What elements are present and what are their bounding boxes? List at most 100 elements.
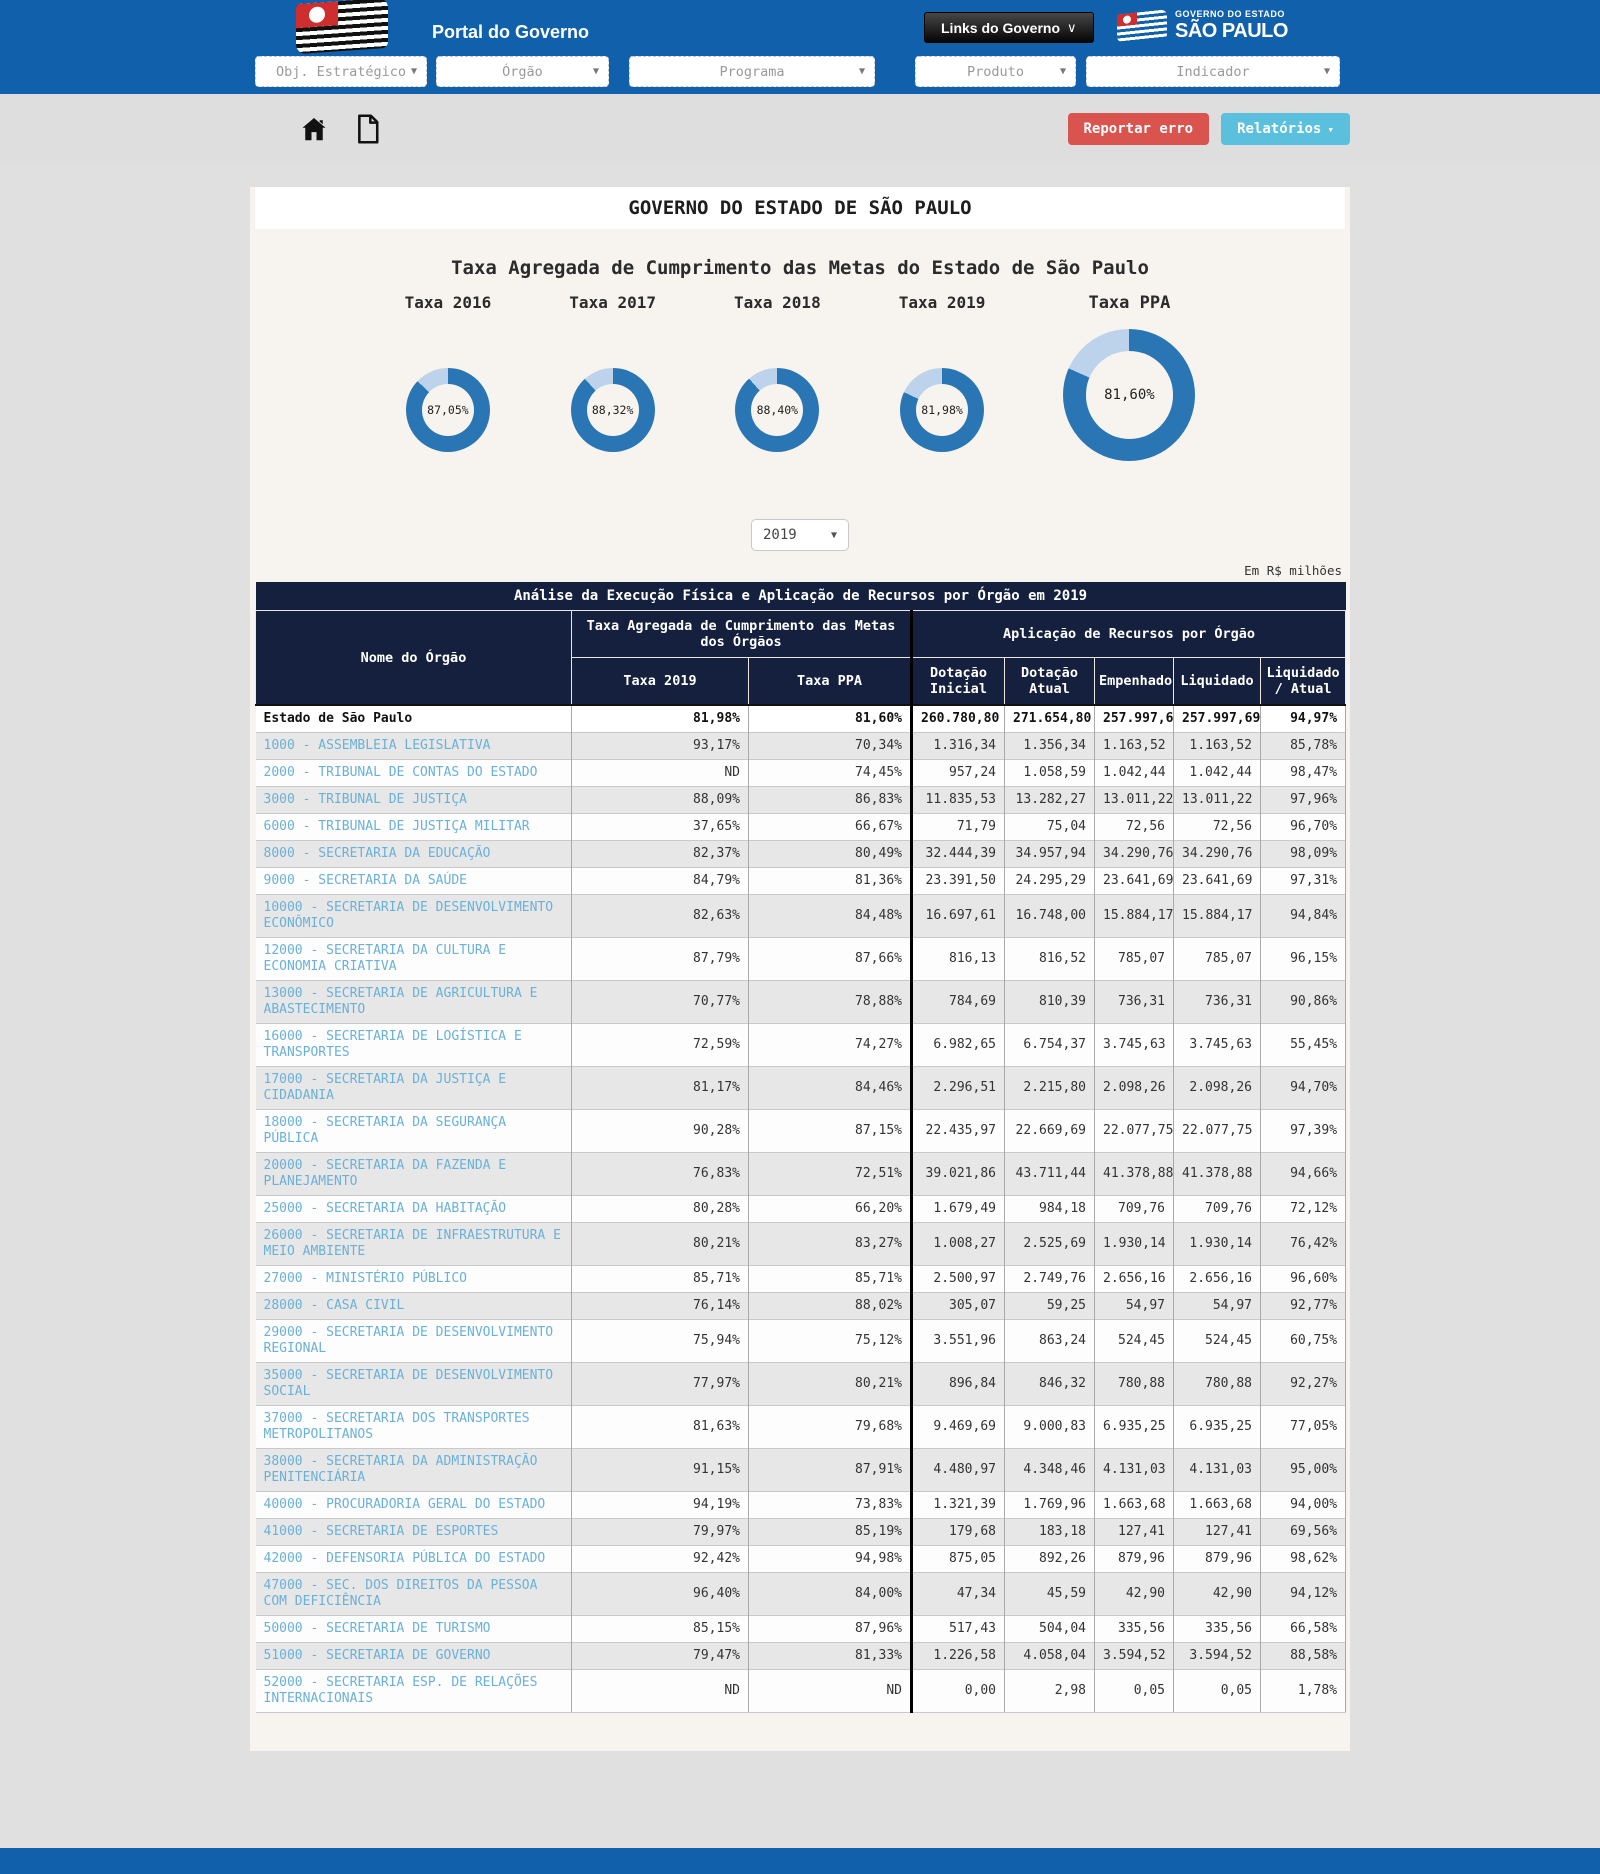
org-link[interactable]: 42000 - DEFENSORIA PÚBLICA DO ESTADO bbox=[263, 1551, 546, 1566]
org-link[interactable]: 12000 - SECRETARIA DA CULTURA E ECONOMIA… bbox=[263, 943, 507, 974]
org-link[interactable]: 38000 - SECRETARIA DA ADMINISTRAÇÃO PENI… bbox=[263, 1454, 538, 1485]
year-select[interactable]: 2019 ▼ bbox=[751, 519, 849, 551]
org-link[interactable]: 50000 - SECRETARIA DE TURISMO bbox=[263, 1621, 491, 1636]
table-row: 18000 - SECRETARIA DA SEGURANÇA PÚBLICA 9… bbox=[255, 1109, 1347, 1153]
org-link[interactable]: 52000 - SECRETARIA ESP. DE RELAÇÕES INTE… bbox=[263, 1675, 538, 1706]
dotacao-atual-cell: 984,18 bbox=[1004, 1195, 1095, 1223]
org-link[interactable]: 1000 - ASSEMBLEIA LEGISLATIVA bbox=[263, 738, 491, 753]
org-link[interactable]: 2000 - TRIBUNAL DE CONTAS DO ESTADO bbox=[263, 765, 538, 780]
org-name-cell: 9000 - SECRETARIA DA SAÚDE bbox=[255, 867, 572, 895]
empenhado-cell: 3.745,63 bbox=[1094, 1023, 1174, 1067]
org-link[interactable]: 9000 - SECRETARIA DA SAÚDE bbox=[263, 873, 468, 888]
org-link[interactable]: 17000 - SECRETARIA DA JUSTIÇA E CIDADANI… bbox=[263, 1072, 507, 1103]
links-governo-button[interactable]: Links do Governo ∨ bbox=[924, 12, 1094, 43]
dotacao-atual-cell: 34.957,94 bbox=[1004, 840, 1095, 868]
taxa-ppa-cell: 83,27% bbox=[748, 1222, 912, 1266]
filter-select-orgao[interactable]: Órgão ▼ bbox=[436, 56, 609, 87]
filter-select-programa[interactable]: Programa ▼ bbox=[629, 56, 875, 87]
org-link[interactable]: 20000 - SECRETARIA DA FAZENDA E PLANEJAM… bbox=[263, 1158, 507, 1189]
page-title: GOVERNO DO ESTADO DE SÃO PAULO bbox=[628, 197, 972, 219]
table-row: 35000 - SECRETARIA DE DESENVOLVIMENTO SO… bbox=[255, 1362, 1347, 1406]
reports-button[interactable]: Relatórios ▾ bbox=[1221, 113, 1350, 145]
taxa-ppa-cell: 74,45% bbox=[748, 759, 912, 787]
org-link[interactable]: 16000 - SECRETARIA DE LOGÍSTICA E TRANSP… bbox=[263, 1029, 522, 1060]
liquidado-atual-cell: 60,75% bbox=[1260, 1319, 1347, 1363]
filter-label: Obj. Estratégico bbox=[275, 63, 407, 80]
org-name-cell: 6000 - TRIBUNAL DE JUSTIÇA MILITAR bbox=[255, 813, 572, 841]
liquidado-cell: 3.594,52 bbox=[1173, 1642, 1261, 1670]
org-link[interactable]: 28000 - CASA CIVIL bbox=[263, 1298, 405, 1313]
empenhado-cell: 709,76 bbox=[1094, 1195, 1174, 1223]
dotacao-atual-cell: 2,98 bbox=[1004, 1669, 1095, 1713]
liquidado-atual-cell: 92,77% bbox=[1260, 1292, 1347, 1320]
taxa-ppa-cell: 73,83% bbox=[748, 1491, 912, 1519]
logo-line2: SÃO PAULO bbox=[1175, 20, 1288, 42]
dotacao-inicial-cell: 784,69 bbox=[910, 980, 1005, 1024]
filter-select-produto[interactable]: Produto ▼ bbox=[915, 56, 1076, 87]
liquidado-cell: 72,56 bbox=[1173, 813, 1261, 841]
org-name-cell: 2000 - TRIBUNAL DE CONTAS DO ESTADO bbox=[255, 759, 572, 787]
taxa-2019-cell: 79,47% bbox=[571, 1642, 749, 1670]
org-link[interactable]: 8000 - SECRETARIA DA EDUCAÇÃO bbox=[263, 846, 491, 861]
toolbar: Reportar erro Relatórios ▾ bbox=[0, 94, 1600, 164]
group-header-aplicacao-recursos: Aplicação de Recursos por Órgão bbox=[909, 610, 1347, 658]
org-link[interactable]: 29000 - SECRETARIA DE DESENVOLVIMENTO RE… bbox=[263, 1325, 554, 1356]
taxa-ppa-cell: 84,48% bbox=[748, 894, 912, 938]
org-link[interactable]: 35000 - SECRETARIA DE DESENVOLVIMENTO SO… bbox=[263, 1368, 554, 1399]
org-link[interactable]: 27000 - MINISTÉRIO PÚBLICO bbox=[263, 1271, 468, 1286]
org-link[interactable]: 25000 - SECRETARIA DA HABITAÇÃO bbox=[263, 1201, 507, 1216]
taxa-2019-cell: 93,17% bbox=[571, 732, 749, 760]
org-name-cell: 37000 - SECRETARIA DOS TRANSPORTES METRO… bbox=[255, 1405, 572, 1449]
liquidado-cell: 2.656,16 bbox=[1173, 1265, 1261, 1293]
liquidado-cell: 1.163,52 bbox=[1173, 732, 1261, 760]
report-error-button[interactable]: Reportar erro bbox=[1067, 113, 1210, 145]
liquidado-atual-cell: 94,66% bbox=[1260, 1152, 1347, 1196]
empenhado-cell: 736,31 bbox=[1094, 980, 1174, 1024]
liquidado-atual-cell: 97,39% bbox=[1260, 1109, 1347, 1153]
filter-select-indicador[interactable]: Indicador ▼ bbox=[1086, 56, 1340, 87]
liquidado-atual-cell: 97,96% bbox=[1260, 786, 1347, 814]
taxa-2019-cell: 85,15% bbox=[571, 1615, 749, 1643]
chevron-down-icon: ▼ bbox=[830, 529, 837, 541]
org-link[interactable]: 10000 - SECRETARIA DE DESENVOLVIMENTO EC… bbox=[263, 900, 554, 931]
execution-table: Análise da Execução Física e Aplicação d… bbox=[255, 582, 1347, 1713]
filter-label: Indicador bbox=[1176, 63, 1250, 80]
empenhado-cell: 42,90 bbox=[1094, 1572, 1174, 1616]
home-icon[interactable] bbox=[298, 114, 330, 144]
donut-value: 87,05% bbox=[421, 383, 474, 437]
taxa-2019-cell: 80,21% bbox=[571, 1222, 749, 1266]
dotacao-atual-cell: 22.669,69 bbox=[1004, 1109, 1095, 1153]
org-link[interactable]: 47000 - SEC. DOS DIREITOS DA PESSOA COM … bbox=[263, 1578, 538, 1609]
taxa-2019-cell: ND bbox=[571, 759, 749, 787]
taxa-2019-cell: 96,40% bbox=[571, 1572, 749, 1616]
empenhado-cell: 72,56 bbox=[1094, 813, 1174, 841]
org-name-cell: 41000 - SECRETARIA DE ESPORTES bbox=[255, 1518, 572, 1546]
dotacao-inicial-cell: 23.391,50 bbox=[910, 867, 1005, 895]
org-link[interactable]: 13000 - SECRETARIA DE AGRICULTURA E ABAS… bbox=[263, 986, 538, 1017]
org-name-cell: 29000 - SECRETARIA DE DESENVOLVIMENTO RE… bbox=[255, 1319, 572, 1363]
org-link[interactable]: 26000 - SECRETARIA DE INFRAESTRUTURA E M… bbox=[263, 1228, 561, 1259]
liquidado-cell: 879,96 bbox=[1173, 1545, 1261, 1573]
filter-select-obj-estrategico[interactable]: Obj. Estratégico ▼ bbox=[255, 56, 427, 87]
org-link[interactable]: 40000 - PROCURADORIA GERAL DO ESTADO bbox=[263, 1497, 546, 1512]
filter-label: Programa bbox=[719, 63, 785, 80]
file-icon[interactable] bbox=[354, 114, 382, 144]
liquidado-atual-cell: 94,12% bbox=[1260, 1572, 1347, 1616]
liquidado-atual-cell: 94,84% bbox=[1260, 894, 1347, 938]
dotacao-inicial-cell: 1.321,39 bbox=[910, 1491, 1005, 1519]
empenhado-cell: 127,41 bbox=[1094, 1518, 1174, 1546]
org-link[interactable]: 51000 - SECRETARIA DE GOVERNO bbox=[263, 1648, 491, 1663]
org-name-cell: 8000 - SECRETARIA DA EDUCAÇÃO bbox=[255, 840, 572, 868]
org-link[interactable]: 41000 - SECRETARIA DE ESPORTES bbox=[263, 1524, 499, 1539]
org-link[interactable]: 6000 - TRIBUNAL DE JUSTIÇA MILITAR bbox=[263, 819, 530, 834]
taxa-2019-cell: 84,79% bbox=[571, 867, 749, 895]
liquidado-cell: 23.641,69 bbox=[1173, 867, 1261, 895]
taxa-2019-cell: 81,98% bbox=[571, 704, 749, 733]
dotacao-atual-cell: 9.000,83 bbox=[1004, 1405, 1095, 1449]
org-name-cell: 28000 - CASA CIVIL bbox=[255, 1292, 572, 1320]
org-link[interactable]: 37000 - SECRETARIA DOS TRANSPORTES METRO… bbox=[263, 1411, 530, 1442]
table-row: 1000 - ASSEMBLEIA LEGISLATIVA 93,17% 70,34… bbox=[255, 732, 1347, 760]
taxa-2019-cell: 80,28% bbox=[571, 1195, 749, 1223]
org-link[interactable]: 3000 - TRIBUNAL DE JUSTIÇA bbox=[263, 792, 468, 807]
org-link[interactable]: 18000 - SECRETARIA DA SEGURANÇA PÚBLICA bbox=[263, 1115, 507, 1146]
